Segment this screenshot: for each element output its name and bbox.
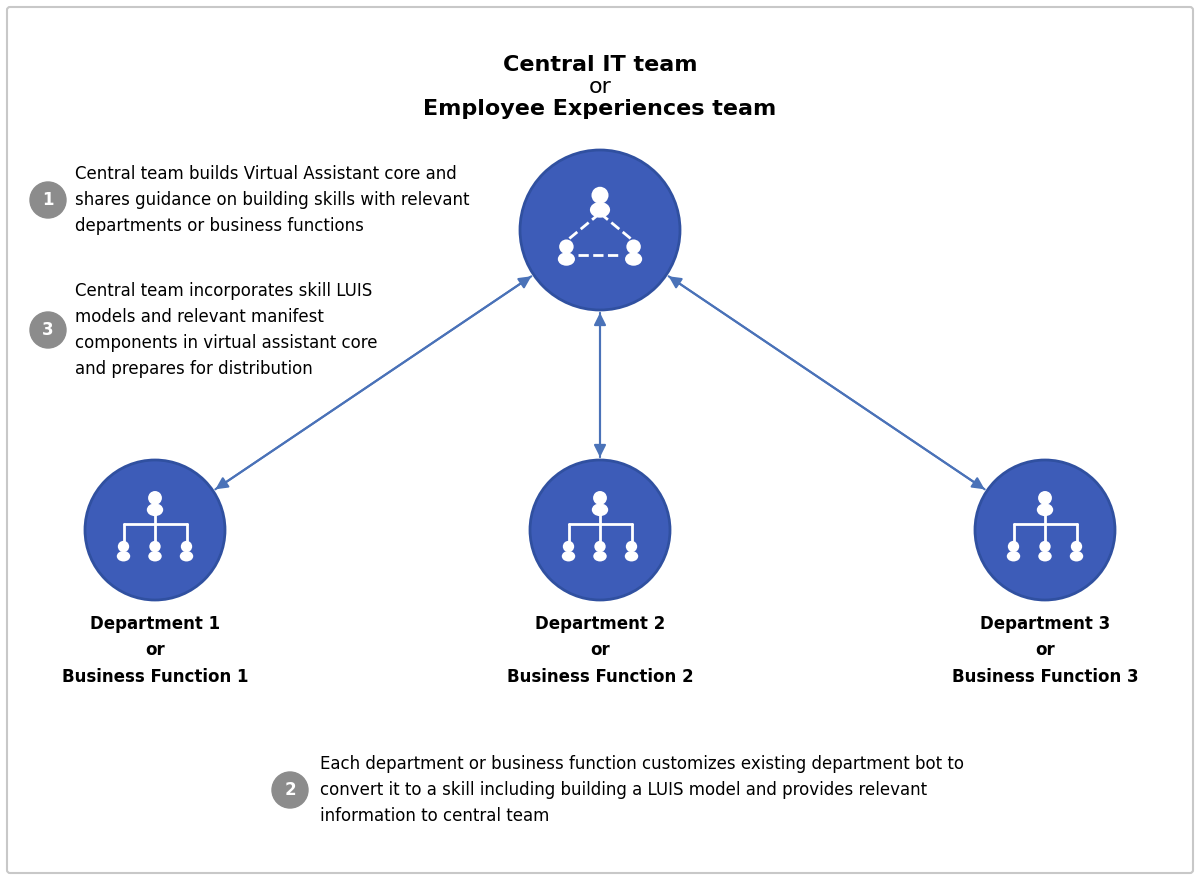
Circle shape [1070,541,1082,552]
Text: Each department or business function customizes existing department bot to
conve: Each department or business function cus… [320,755,964,825]
Text: 2: 2 [284,781,296,799]
Text: Department 3
or
Business Function 3: Department 3 or Business Function 3 [952,615,1139,686]
Ellipse shape [593,551,607,561]
Circle shape [520,150,680,310]
FancyBboxPatch shape [7,7,1193,873]
Ellipse shape [1007,551,1020,561]
Text: Central team builds Virtual Assistant core and
shares guidance on building skill: Central team builds Virtual Assistant co… [74,165,469,235]
Text: 3: 3 [42,321,54,339]
Text: Central IT team: Central IT team [503,55,697,75]
Circle shape [85,460,226,600]
Text: Department 2
or
Business Function 2: Department 2 or Business Function 2 [506,615,694,686]
Circle shape [30,182,66,218]
Text: or: or [588,77,612,97]
Circle shape [626,541,637,552]
Circle shape [530,460,670,600]
Ellipse shape [180,551,193,561]
Ellipse shape [1037,503,1054,517]
Circle shape [272,772,308,808]
Circle shape [1038,491,1052,505]
Ellipse shape [558,253,575,266]
Circle shape [559,239,574,254]
Ellipse shape [590,202,610,217]
Ellipse shape [562,551,575,561]
Circle shape [974,460,1115,600]
Circle shape [594,541,606,552]
Ellipse shape [149,551,162,561]
Text: 1: 1 [42,191,54,209]
Circle shape [118,541,130,552]
Circle shape [593,491,607,505]
Text: Employee Experiences team: Employee Experiences team [424,99,776,119]
Ellipse shape [625,551,638,561]
Circle shape [148,491,162,505]
Ellipse shape [592,503,608,517]
Circle shape [592,187,608,204]
Circle shape [1008,541,1019,552]
Ellipse shape [1069,551,1084,561]
Circle shape [1039,541,1051,552]
Circle shape [181,541,192,552]
Ellipse shape [146,503,163,517]
Circle shape [30,312,66,348]
Text: Central team incorporates skill LUIS
models and relevant manifest
components in : Central team incorporates skill LUIS mod… [74,282,378,378]
Circle shape [563,541,574,552]
Ellipse shape [625,253,642,266]
Circle shape [149,541,161,552]
Ellipse shape [116,551,131,561]
Ellipse shape [1038,551,1051,561]
Circle shape [626,239,641,254]
Text: Department 1
or
Business Function 1: Department 1 or Business Function 1 [61,615,248,686]
